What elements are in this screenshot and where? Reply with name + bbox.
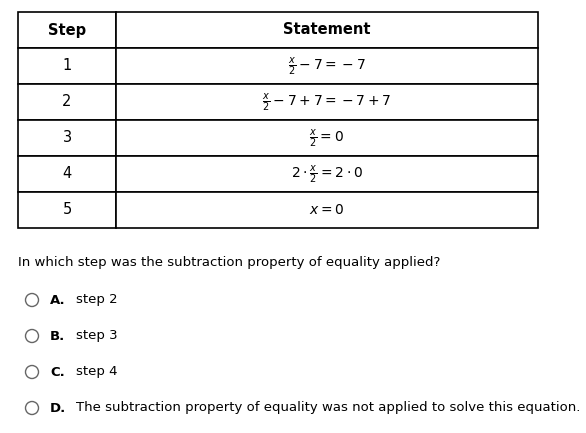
Text: C.: C. — [50, 365, 64, 378]
Text: $\frac{x}{2} = 0$: $\frac{x}{2} = 0$ — [309, 127, 345, 149]
Text: step 3: step 3 — [76, 330, 118, 343]
Bar — [18, 156, 116, 192]
Bar — [18, 192, 116, 228]
Bar — [116, 48, 538, 84]
Text: A.: A. — [50, 294, 66, 307]
Bar — [18, 84, 116, 120]
Bar — [116, 156, 538, 192]
Text: Step: Step — [48, 23, 86, 38]
Text: 4: 4 — [62, 167, 71, 181]
Bar — [116, 120, 538, 156]
Text: Statement: Statement — [283, 23, 371, 38]
Text: The subtraction property of equality was not applied to solve this equation.: The subtraction property of equality was… — [76, 401, 580, 414]
Text: $x = 0$: $x = 0$ — [309, 203, 345, 217]
Text: 5: 5 — [62, 203, 71, 217]
Bar — [18, 12, 116, 48]
Bar — [116, 12, 538, 48]
Bar — [18, 48, 116, 84]
Text: 2: 2 — [62, 94, 71, 110]
Text: D.: D. — [50, 401, 66, 414]
Text: 3: 3 — [63, 130, 71, 145]
Text: In which step was the subtraction property of equality applied?: In which step was the subtraction proper… — [18, 256, 440, 269]
Text: step 4: step 4 — [76, 365, 118, 378]
Text: $\frac{x}{2} - 7 + 7 = -7 + 7$: $\frac{x}{2} - 7 + 7 = -7 + 7$ — [263, 91, 391, 113]
Text: $\frac{x}{2} - 7 = -7$: $\frac{x}{2} - 7 = -7$ — [288, 55, 366, 77]
Text: 1: 1 — [62, 58, 71, 74]
Bar — [116, 84, 538, 120]
Bar — [116, 192, 538, 228]
Text: B.: B. — [50, 330, 65, 343]
Text: $2 \cdot \frac{x}{2} = 2 \cdot 0$: $2 \cdot \frac{x}{2} = 2 \cdot 0$ — [291, 163, 363, 185]
Bar — [18, 120, 116, 156]
Text: step 2: step 2 — [76, 294, 118, 307]
